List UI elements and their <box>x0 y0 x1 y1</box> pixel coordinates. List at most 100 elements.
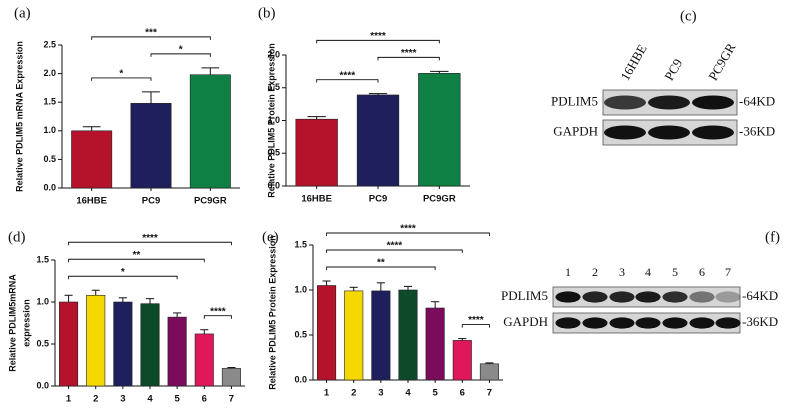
blot-band <box>662 317 688 329</box>
blot-band <box>689 291 715 303</box>
x-tick-label: 7 <box>229 394 234 405</box>
blot-band <box>555 291 581 303</box>
panel-label: (b) <box>258 5 276 21</box>
x-tick-label: 16HBE <box>301 194 332 205</box>
panel-label: (a) <box>14 5 31 21</box>
bar <box>113 301 133 387</box>
y-tick-label: 2.0 <box>43 68 56 78</box>
blot-band <box>609 317 635 329</box>
lane-label: 5 <box>672 265 678 279</box>
significance-label: **** <box>400 224 416 235</box>
row-label: GAPDH <box>503 314 548 329</box>
blot-band <box>582 291 608 303</box>
blot-band <box>604 125 646 140</box>
x-tick-label: 6 <box>460 388 465 399</box>
significance-bracket <box>68 241 232 246</box>
lane-label: PC9GR <box>705 40 738 83</box>
y-tick-label: 1.0 <box>267 115 280 125</box>
lane-label: 3 <box>619 265 625 279</box>
bar <box>130 103 172 189</box>
x-tick-label: 3 <box>378 388 383 399</box>
x-tick-label: PC9GR <box>423 194 456 205</box>
significance-bracket <box>461 324 490 328</box>
lane-label: PC9 <box>661 56 685 83</box>
bar <box>71 130 113 189</box>
bar <box>398 289 418 381</box>
panel-label: (f) <box>765 229 780 245</box>
x-tick-label: PC9 <box>369 194 387 205</box>
y-tick-label: 1.5 <box>267 82 280 92</box>
lane-label: 4 <box>645 265 651 279</box>
y-tick-label: 2.0 <box>267 49 280 59</box>
bar <box>371 290 391 381</box>
x-tick-label: PC9GR <box>194 196 227 207</box>
significance-bracket <box>203 315 232 319</box>
x-tick-label: 3 <box>120 394 125 405</box>
y-tick-label: 0.5 <box>294 329 307 339</box>
significance-label: **** <box>401 48 417 59</box>
significance-bracket <box>91 36 211 40</box>
y-tick-label: 1.5 <box>294 239 307 249</box>
y-tick-label: 2.5 <box>43 39 56 49</box>
significance-label: * <box>119 69 123 80</box>
bar <box>221 368 241 387</box>
blot-band <box>635 291 661 303</box>
significance-label: **** <box>370 31 386 42</box>
blot-band <box>609 291 635 303</box>
bar <box>140 303 160 387</box>
bar <box>356 94 400 187</box>
significance-bracket <box>326 249 463 253</box>
size-label: -64KD <box>739 93 775 108</box>
row-label: GAPDH <box>553 123 598 138</box>
significance-label: **** <box>210 306 226 317</box>
significance-label: *** <box>145 28 157 39</box>
lane-label: 2 <box>592 265 598 279</box>
x-tick-label: 4 <box>147 394 153 405</box>
x-tick-label: 16HBE <box>76 196 107 207</box>
blot-band <box>662 291 688 303</box>
bar <box>59 301 79 387</box>
panel-label: (c) <box>680 8 697 24</box>
y-axis-label: Relative PDLIM5 Protein Expression <box>267 235 277 390</box>
significance-label: ** <box>377 258 385 269</box>
blot-band <box>715 291 741 303</box>
bar <box>418 73 461 187</box>
bar <box>194 333 214 387</box>
x-tick-label: 4 <box>405 388 411 399</box>
size-label: -36KD <box>742 314 778 329</box>
blot-band <box>648 95 690 110</box>
y-tick-label: 0.5 <box>36 338 49 348</box>
bar <box>189 74 231 189</box>
blot-band <box>635 317 661 329</box>
significance-bracket <box>326 232 490 236</box>
significance-label: **** <box>387 241 403 252</box>
y-axis-label: Relative PDLIM5 Protein Expression <box>266 43 276 198</box>
significance-label: **** <box>340 70 356 81</box>
blot-band <box>689 317 715 329</box>
blot-band <box>648 125 690 140</box>
row-label: PDLIM5 <box>501 288 548 303</box>
bar <box>479 363 499 381</box>
significance-label: **** <box>142 233 158 244</box>
x-tick-label: 5 <box>174 394 180 405</box>
significance-bracket <box>326 266 436 270</box>
significance-bracket <box>316 79 379 83</box>
bar <box>344 290 364 381</box>
bar <box>317 285 337 381</box>
lane-label: 1 <box>565 265 571 279</box>
y-tick-label: 1.5 <box>36 254 49 264</box>
x-tick-label: 2 <box>351 388 356 399</box>
bar <box>86 294 106 387</box>
y-axis-label: expression <box>21 299 31 347</box>
blot-band <box>604 95 646 110</box>
x-tick-label: PC9 <box>142 196 160 207</box>
significance-bracket <box>316 39 440 44</box>
bar <box>295 118 338 187</box>
y-axis-label: Relative PDLIM5 mRNA Expression <box>14 41 24 192</box>
significance-bracket <box>377 56 440 61</box>
lane-label: 7 <box>725 265 731 279</box>
y-axis-label: Relative PDLIM5mRNA <box>7 274 17 372</box>
blot-band <box>582 317 608 329</box>
bar <box>452 340 472 381</box>
row-label: PDLIM5 <box>551 93 598 108</box>
